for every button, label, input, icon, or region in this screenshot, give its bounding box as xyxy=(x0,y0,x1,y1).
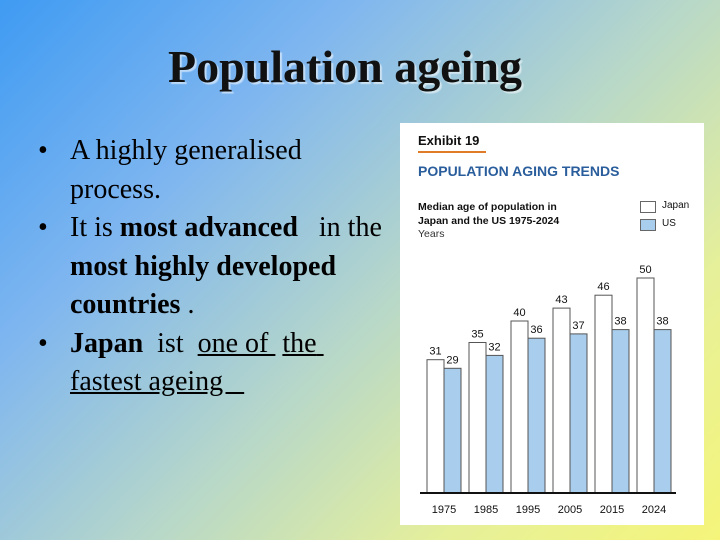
bar-us-1975 xyxy=(443,367,462,494)
data-label-us-2024: 38 xyxy=(656,316,668,328)
exhibit-rule xyxy=(418,151,486,153)
data-label-us-1975: 29 xyxy=(446,354,458,366)
bullet-item: • Japan ist one of the fastest ageing xyxy=(30,325,390,402)
data-label-japan-2015: 46 xyxy=(597,281,609,293)
bullet-text: ist xyxy=(143,327,198,359)
chart-subtitle: Median age of population in Japan and th… xyxy=(418,201,560,227)
x-tick-label: 2015 xyxy=(600,504,624,516)
legend-label-japan: Japan xyxy=(662,200,690,211)
bullet-dot: • xyxy=(38,135,48,166)
exhibit-label: Exhibit 19 xyxy=(418,133,480,148)
bullet-text: most advanced xyxy=(119,212,298,243)
bullet-text: Japan xyxy=(70,327,144,359)
bar-us-2005 xyxy=(569,333,588,494)
x-tick-label: 2024 xyxy=(642,504,666,516)
bullet-text: the fastest ageing xyxy=(70,327,324,398)
bullet-list: • A highly generalised process. • It is mos… xyxy=(30,132,390,402)
x-tick-label: 2005 xyxy=(558,504,582,516)
bar-us-2024 xyxy=(653,329,672,494)
exhibit-panel: Exhibit 19 POPULATION AGING TRENDS Media… xyxy=(400,123,704,525)
legend-label-us: US xyxy=(662,218,676,229)
bullet-text: A highly generalised process. xyxy=(70,135,309,205)
bar-japan-1995 xyxy=(510,320,529,494)
data-label-japan-1995: 40 xyxy=(513,307,525,319)
bar-us-1985 xyxy=(485,354,504,494)
legend-swatch-us xyxy=(640,219,656,231)
data-label-japan-2024: 50 xyxy=(639,264,651,276)
legend-swatch-japan xyxy=(640,201,656,213)
x-tick-label: 1985 xyxy=(474,504,498,516)
data-label-us-2015: 38 xyxy=(614,316,626,328)
bar-japan-1975 xyxy=(426,359,445,494)
bar-japan-2015 xyxy=(594,294,613,494)
chart-heading: POPULATION AGING TRENDS xyxy=(418,163,620,179)
bullet-text: one of xyxy=(197,327,276,359)
bullet-dot: • xyxy=(38,327,48,359)
data-label-us-1995: 36 xyxy=(530,324,542,336)
data-label-japan-1975: 31 xyxy=(429,346,441,358)
bar-japan-2005 xyxy=(552,307,571,494)
bar-us-1995 xyxy=(527,337,546,494)
bullet-text: . xyxy=(180,289,195,320)
data-label-us-1985: 32 xyxy=(488,341,500,353)
bullet-item: • It is most advanced in the most highly … xyxy=(30,209,390,325)
bullet-text: most highly developed countries xyxy=(70,250,344,321)
bar-japan-1985 xyxy=(468,342,487,494)
data-label-us-2005: 37 xyxy=(572,320,584,332)
data-label-japan-2005: 43 xyxy=(555,294,567,306)
bar-us-2015 xyxy=(611,329,630,494)
chart-unit-label: Years xyxy=(418,228,445,240)
slide-title: Population ageing xyxy=(167,41,522,92)
bullet-text: in the xyxy=(297,212,389,243)
bullet-dot: • xyxy=(38,212,48,243)
bullet-text: It is xyxy=(70,212,120,243)
x-tick-label: 1995 xyxy=(516,504,540,516)
bullet-item: • A highly generalised process. xyxy=(30,132,390,209)
bar-japan-2024 xyxy=(636,277,655,494)
x-tick-label: 1975 xyxy=(432,504,456,516)
data-label-japan-1985: 35 xyxy=(471,329,483,341)
bar-chart: 31 29 1975 35 32 1985 40 36 1995 43 37 2005 46 38 2015… xyxy=(420,264,676,516)
